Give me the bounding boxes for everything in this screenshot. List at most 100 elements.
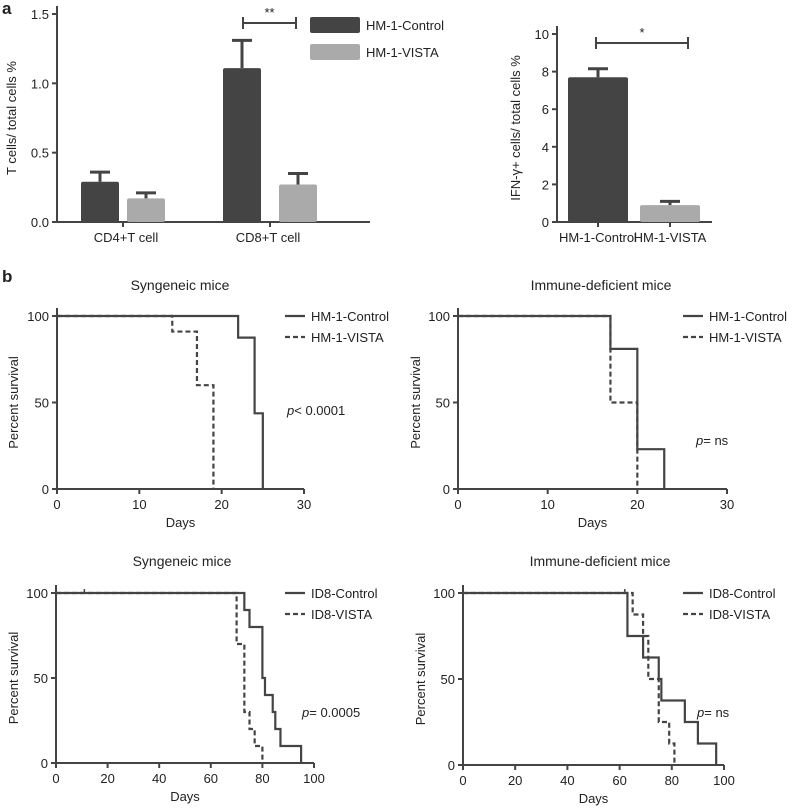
legend-label: HM-1-Control — [709, 309, 787, 324]
p-value: p= ns — [696, 705, 730, 720]
y-tick-label: 100 — [26, 586, 48, 601]
y-tick-label: 10 — [535, 27, 549, 42]
y-tick-label: 0 — [448, 758, 455, 773]
y-axis-label: IFN-γ+ cells/ total cells % — [508, 55, 523, 201]
y-tick-label: 2 — [542, 177, 549, 192]
y-tick-label: 0 — [542, 215, 549, 230]
survival-curve-hm-1-vista — [57, 314, 215, 489]
x-tick-label: 20 — [508, 773, 522, 788]
y-tick-label: 100 — [428, 309, 450, 324]
legend-label: HM-1-Control — [311, 309, 389, 324]
y-tick-label: 0.5 — [31, 146, 49, 161]
significance-label: ** — [264, 5, 274, 20]
x-axis-label: Days — [578, 515, 608, 530]
legend-label: ID8-VISTA — [311, 607, 372, 622]
chart-title: Immune-deficient mice — [530, 553, 671, 569]
x-tick-label: CD8+T cell — [236, 230, 301, 245]
y-tick-label: 0 — [42, 482, 49, 497]
x-tick-label: 0 — [454, 497, 461, 512]
y-tick-label: 50 — [436, 396, 450, 411]
y-tick-label: 50 — [35, 396, 49, 411]
y-tick-label: 1.5 — [31, 7, 49, 22]
y-tick-label: 50 — [34, 671, 48, 686]
legend-swatch — [310, 17, 360, 33]
legend-label: ID8-VISTA — [709, 607, 770, 622]
y-axis-label: Percent survival — [408, 356, 423, 449]
p-symbol: p — [301, 705, 309, 720]
chart-title: Syngeneic mice — [133, 553, 232, 569]
y-tick-label: 100 — [433, 586, 455, 601]
bar — [568, 77, 628, 223]
bar-hm-1-vista — [127, 198, 165, 222]
bar — [640, 205, 700, 222]
legend-label: HM-1-Control — [366, 18, 444, 33]
p-symbol: p — [696, 705, 704, 720]
bar-hm-1-control — [81, 181, 119, 222]
p-symbol: p — [695, 433, 703, 448]
x-tick-label: 80 — [665, 773, 679, 788]
y-tick-label: 1.0 — [31, 76, 49, 91]
chart-title: Immune-deficient mice — [531, 277, 672, 293]
x-axis-label: Days — [166, 515, 196, 530]
survival-curve-id8-control — [56, 591, 303, 763]
y-tick-label: 0.0 — [31, 215, 49, 230]
legend-label: HM-1-VISTA — [366, 45, 439, 60]
y-tick-label: 0 — [41, 756, 48, 771]
p-value-text: < 0.0001 — [294, 403, 345, 418]
legend-label: ID8-Control — [311, 586, 378, 601]
survival-curve-id8-control — [463, 591, 718, 765]
significance-label: * — [639, 25, 644, 40]
p-value: p= 0.0005 — [301, 705, 360, 720]
legend-label: HM-1-VISTA — [709, 330, 782, 345]
p-value-text: = ns — [704, 705, 729, 720]
x-tick-label: 30 — [720, 497, 734, 512]
x-tick-label: HM-1-Control — [559, 230, 637, 245]
p-value-text: = ns — [703, 433, 728, 448]
legend-label: ID8-Control — [709, 586, 776, 601]
p-symbol: p — [286, 403, 294, 418]
survival-curve-hm-1-vista — [458, 314, 639, 489]
y-tick-label: 50 — [441, 672, 455, 687]
y-axis-label: Percent survival — [6, 356, 21, 449]
p-value-text: = 0.0005 — [309, 705, 360, 720]
x-tick-label: 0 — [53, 497, 60, 512]
survival-curve-id8-vista — [56, 591, 264, 763]
survival-curve-hm-1-control — [458, 314, 666, 489]
x-tick-label: 0 — [52, 771, 59, 786]
x-axis-label: Days — [579, 791, 609, 806]
charts: 0.0 0.5 1.0 1.5 T cells/ total cells % CD4+T … — [4, 5, 787, 806]
x-tick-label: 100 — [303, 771, 325, 786]
y-tick-label: 0 — [443, 482, 450, 497]
y-tick-label: 4 — [542, 140, 549, 155]
x-tick-label: 20 — [214, 497, 228, 512]
y-tick-label: 100 — [27, 309, 49, 324]
x-tick-label: 60 — [204, 771, 218, 786]
survival-curve-hm-1-control — [57, 314, 264, 489]
y-axis-label: Percent survival — [413, 633, 428, 726]
y-axis-label: T cells/ total cells % — [4, 61, 19, 175]
x-tick-label: 10 — [132, 497, 146, 512]
x-tick-label: 40 — [560, 773, 574, 788]
p-value: p< 0.0001 — [286, 403, 345, 418]
bar-hm-1-control — [223, 68, 261, 222]
x-tick-label: 30 — [297, 497, 311, 512]
x-tick-label: 60 — [612, 773, 626, 788]
x-axis-label: Days — [170, 789, 200, 804]
y-axis-label: Percent survival — [6, 632, 21, 725]
p-value: p= ns — [695, 433, 729, 448]
panel-label-b: b — [2, 267, 12, 286]
y-tick-label: 6 — [542, 102, 549, 117]
x-tick-label: 40 — [152, 771, 166, 786]
x-tick-label: CD4+T cell — [94, 230, 159, 245]
x-tick-label: 20 — [100, 771, 114, 786]
y-tick-label: 8 — [542, 65, 549, 80]
x-tick-label: 100 — [713, 773, 735, 788]
survival-curve-id8-vista — [463, 591, 676, 765]
legend-label: HM-1-VISTA — [311, 330, 384, 345]
x-tick-label: HM-1-VISTA — [634, 230, 707, 245]
panel-label-a: a — [2, 0, 12, 18]
bar-hm-1-vista — [279, 184, 317, 222]
x-tick-label: 10 — [540, 497, 554, 512]
legend-swatch — [310, 44, 360, 60]
